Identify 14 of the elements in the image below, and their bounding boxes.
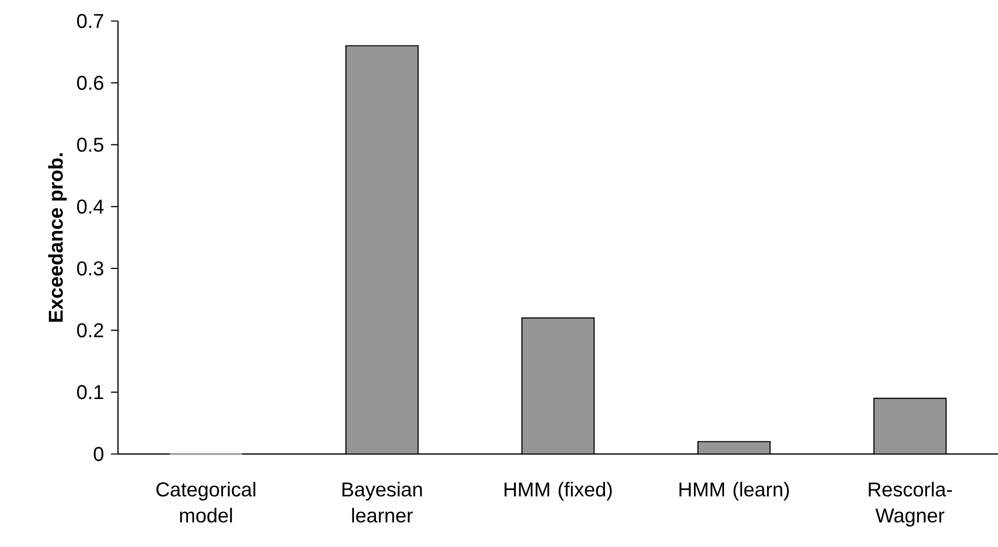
y-tick-label: 0.5 — [77, 138, 104, 152]
y-tick-label: 0.1 — [77, 385, 104, 400]
y-axis-title: Exceedance prob. — [48, 153, 67, 322]
y-tick-label: 0.4 — [77, 199, 104, 214]
x-tick-label: Bayesian learner — [342, 482, 422, 523]
x-tick-label: HMM (fixed) — [504, 482, 612, 500]
x-tick-label: Rescorla-Wagner — [868, 482, 952, 527]
y-tick-label: 0.3 — [77, 261, 104, 276]
y-tick-label: 0.6 — [77, 76, 104, 90]
y-tick-label: 0 — [94, 446, 104, 462]
y-tick-label: 0.7 — [77, 14, 104, 28]
y-tick-label: 0.2 — [77, 323, 104, 338]
x-tick-label: HMM (learn) — [680, 482, 789, 500]
x-tick-label: Categorical model — [156, 482, 256, 523]
